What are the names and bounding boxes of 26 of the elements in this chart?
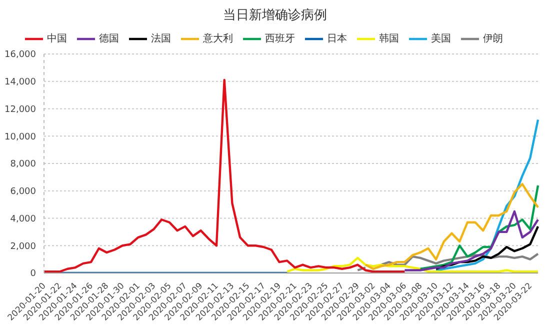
y-tick-label: 14,000 <box>4 78 36 88</box>
legend-label: 中国 <box>47 34 67 45</box>
y-tick-label: 12,000 <box>4 104 36 115</box>
y-tick-label: 10,000 <box>4 132 36 142</box>
legend-label: 日本 <box>327 34 347 45</box>
y-tick-label: 2,000 <box>10 242 36 252</box>
line-series <box>404 210 540 272</box>
y-tick-label: 0 <box>30 269 36 280</box>
y-tick-label: 8,000 <box>10 160 36 170</box>
line-series <box>364 182 540 270</box>
legend-label: 意大利 <box>203 34 233 45</box>
chart-title: 当日新增确诊病例 <box>222 7 328 25</box>
legend-label: 伊朗 <box>483 34 503 45</box>
y-tick-label: 16,000 <box>4 50 36 60</box>
line-series <box>419 184 540 270</box>
y-tick-label: 4,000 <box>10 214 36 224</box>
legend-label: 韩国 <box>379 34 399 45</box>
legend-label: 美国 <box>431 34 451 45</box>
line-series <box>434 225 540 270</box>
line-series <box>434 118 540 272</box>
legend-label: 德国 <box>99 34 119 45</box>
line-series <box>286 256 540 273</box>
y-tick-label: 6,000 <box>10 187 36 198</box>
legend-label: 西班牙 <box>265 34 295 45</box>
line-series <box>42 78 406 273</box>
legend-label: 法国 <box>151 34 171 45</box>
